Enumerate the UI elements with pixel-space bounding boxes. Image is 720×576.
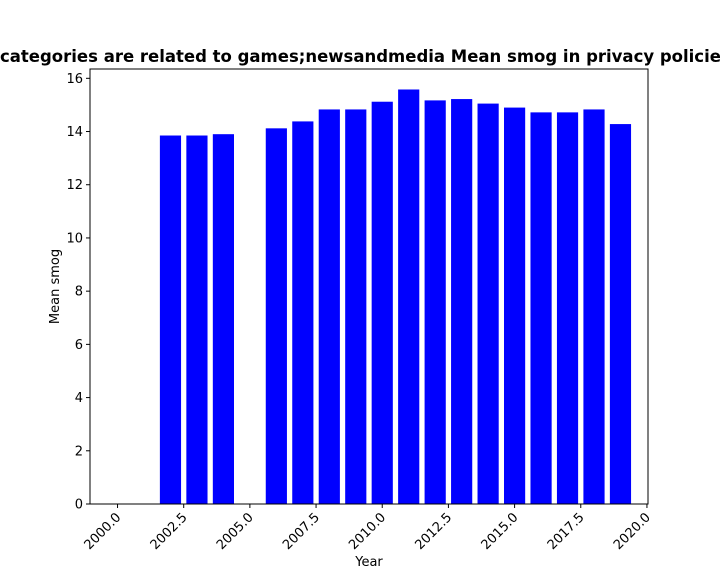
x-tick-label: 2020.0 <box>611 510 654 553</box>
y-axis-label: Mean smog <box>48 249 63 324</box>
bar-2012 <box>424 100 446 504</box>
x-tick-label: 2002.5 <box>148 510 191 553</box>
bar-2007 <box>292 121 314 504</box>
y-tick-label: 10 <box>66 231 83 246</box>
bar-2010 <box>371 101 393 504</box>
x-tick-label: 2007.5 <box>280 510 323 553</box>
x-tick-label: 2015.0 <box>479 510 522 553</box>
bar-2014 <box>477 103 499 504</box>
y-tick-label: 0 <box>75 498 83 513</box>
bar-2009 <box>345 109 367 504</box>
bar-2008 <box>318 109 340 504</box>
bars-group <box>159 89 632 505</box>
bar-2017 <box>556 112 579 505</box>
y-tick-label: 16 <box>66 72 83 87</box>
x-axis-label: Year <box>354 555 383 570</box>
y-tick-label: 12 <box>66 178 83 193</box>
bar-2004 <box>212 134 234 504</box>
x-tick-label: 2000.0 <box>82 510 125 553</box>
bar-2016 <box>530 112 552 505</box>
y-tick-label: 2 <box>75 444 83 459</box>
x-tick-label: 2017.5 <box>545 510 588 553</box>
bar-2002 <box>159 135 182 504</box>
bar-2011 <box>398 89 420 505</box>
y-tick-label: 8 <box>75 285 83 300</box>
bar-2018 <box>583 109 605 504</box>
bar-2019 <box>609 124 632 504</box>
x-tick-label: 2005.0 <box>214 510 257 553</box>
chart-title: categories are related to games;newsandm… <box>0 47 720 66</box>
y-tick-label: 6 <box>75 338 83 353</box>
bar-2013 <box>451 99 473 504</box>
x-tick-label: 2012.5 <box>412 510 455 553</box>
bar-2006 <box>265 128 287 504</box>
bar-2003 <box>186 135 208 504</box>
x-tick-label: 2010.0 <box>346 510 389 553</box>
plot-frame <box>89 68 649 505</box>
x-axis-ticks: 2000.0 2002.5 2005.0 2007.5 2010.0 2012.5 2015… <box>82 504 654 553</box>
y-axis-ticks: 0 2 4 6 8 10 12 14 16 <box>66 72 90 513</box>
y-tick-label: 4 <box>75 391 83 406</box>
bar-2015 <box>504 107 526 504</box>
y-tick-label: 14 <box>66 125 83 140</box>
